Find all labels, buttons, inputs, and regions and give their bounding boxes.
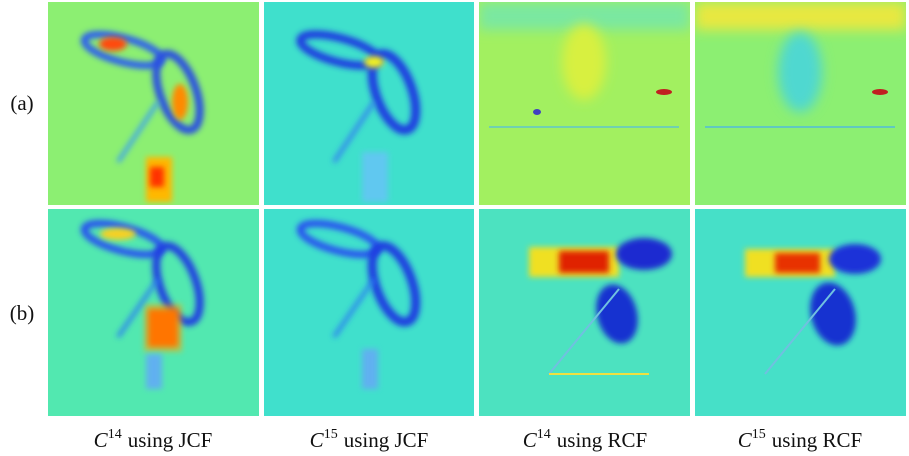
caption-symbol: C bbox=[738, 428, 753, 452]
column-caption: C14 using RCF bbox=[523, 427, 647, 452]
feature-map bbox=[479, 209, 690, 416]
caption-superscript: 14 bbox=[108, 427, 122, 442]
column-caption: C15 using RCF bbox=[738, 427, 862, 452]
row-label: (a) bbox=[10, 91, 33, 115]
feature-map bbox=[264, 209, 474, 416]
caption-text: using RCF bbox=[772, 428, 862, 452]
feature-map bbox=[695, 2, 906, 205]
feature-map bbox=[48, 2, 259, 205]
column-caption: C15 using JCF bbox=[310, 427, 429, 452]
caption-symbol: C bbox=[523, 428, 538, 452]
column-caption: C14 using JCF bbox=[94, 427, 213, 452]
feature-map bbox=[48, 209, 259, 416]
feature-map bbox=[695, 209, 906, 416]
caption-superscript: 14 bbox=[537, 427, 551, 442]
caption-symbol: C bbox=[310, 428, 325, 452]
caption-superscript: 15 bbox=[324, 427, 338, 442]
caption-text: using RCF bbox=[557, 428, 647, 452]
caption-symbol: C bbox=[94, 428, 109, 452]
figure: (a) (b) C14using JCFC15using JCFC14using… bbox=[0, 0, 909, 456]
row-label: (b) bbox=[10, 301, 35, 325]
caption-superscript: 15 bbox=[752, 427, 766, 442]
feature-map bbox=[479, 2, 690, 205]
caption-text: using JCF bbox=[344, 428, 429, 452]
feature-map bbox=[264, 2, 474, 205]
caption-text: using JCF bbox=[128, 428, 213, 452]
